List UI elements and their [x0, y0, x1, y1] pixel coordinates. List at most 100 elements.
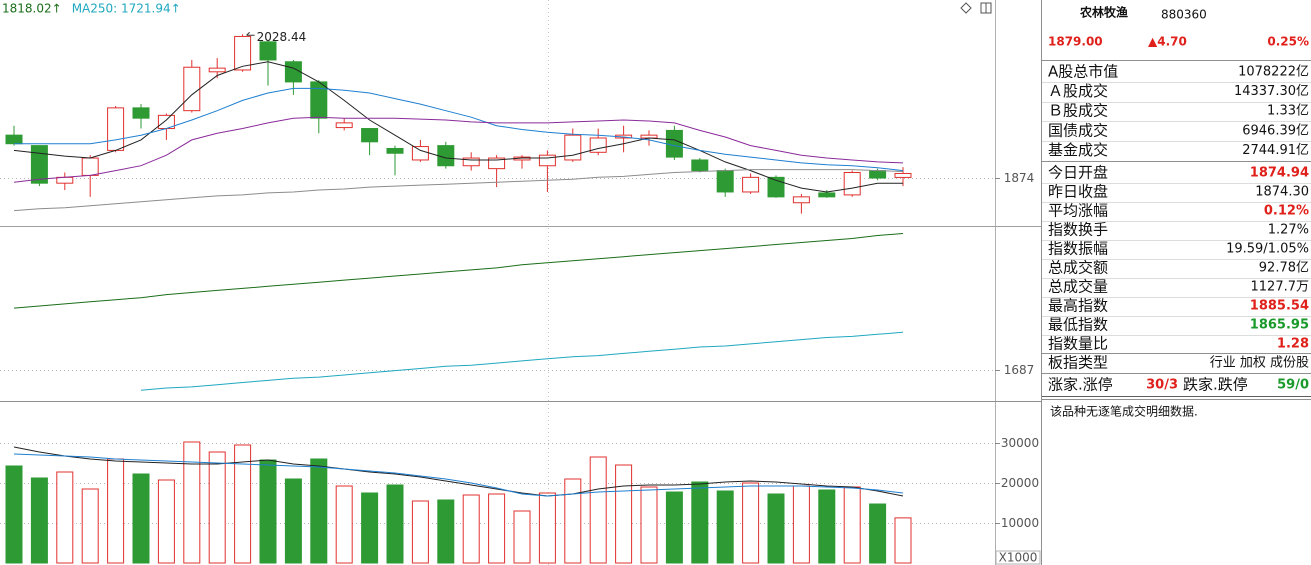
- candle-body: [691, 159, 709, 172]
- ma-line: [13, 116, 904, 183]
- candle-body: [869, 170, 887, 179]
- y-tick-label: 1687: [1004, 363, 1035, 377]
- volume-bar: [183, 441, 201, 564]
- volume-bar: [56, 471, 74, 564]
- ma-line: [13, 453, 904, 497]
- volume-bar: [691, 481, 709, 564]
- candle-body: [81, 157, 99, 176]
- candle-body: [716, 170, 734, 193]
- volume-bar: [259, 459, 277, 564]
- volume-bar: [234, 444, 252, 564]
- row-value: 1885.54: [1250, 299, 1309, 314]
- ma-line: [13, 61, 903, 193]
- candle-body: [361, 128, 379, 143]
- volume-bars: [5, 441, 912, 564]
- volume-bar: [742, 482, 760, 564]
- row-label: 指数量比: [1048, 335, 1108, 353]
- candle-body: [665, 129, 683, 158]
- candle-body: [767, 176, 785, 198]
- candle-body: [462, 157, 480, 167]
- row-label: A股总市值: [1048, 63, 1118, 81]
- row-value: 1078222亿: [1238, 65, 1309, 80]
- row-label: 指数振幅: [1048, 240, 1108, 258]
- breadth-down-value: 59/0: [1277, 378, 1309, 393]
- row-label: 指数换手: [1048, 221, 1108, 239]
- y-tick-label: 10000: [1001, 516, 1039, 530]
- volume-bar: [386, 484, 404, 564]
- row-label: Ａ股成交: [1048, 82, 1108, 100]
- volume-bar: [615, 464, 633, 564]
- ma-line: [13, 169, 904, 212]
- legend-entry: MA250: 1721.94↑: [72, 2, 181, 16]
- volume-bar: [157, 479, 175, 564]
- volume-bar: [894, 517, 912, 564]
- volume-bar: [335, 485, 353, 564]
- volume-bar: [716, 490, 734, 564]
- candle-body: [411, 146, 429, 161]
- volume-bar: [81, 488, 99, 564]
- unit-box: [995, 550, 1041, 565]
- volume-bar: [538, 492, 556, 564]
- volume-bar: [437, 499, 455, 564]
- volume-bar: [843, 486, 861, 564]
- volume-bar: [30, 477, 48, 564]
- breadth-down-label: 跌家.跌停: [1183, 376, 1248, 394]
- row-label: 最高指数: [1048, 297, 1108, 315]
- candle-body: [30, 145, 48, 184]
- row-value: 6946.39亿: [1242, 123, 1309, 138]
- panel-change: ▲4.70: [1148, 35, 1187, 49]
- volume-bar: [411, 500, 429, 564]
- row-value: 1.28: [1277, 337, 1309, 352]
- panel-price: 1879.00: [1048, 35, 1103, 49]
- volume-bar: [564, 478, 582, 564]
- annotation: 2028.44: [257, 30, 307, 44]
- row-value: 1865.95: [1250, 318, 1309, 333]
- volume-bar: [132, 473, 150, 564]
- panel-change-pct: 0.25%: [1267, 35, 1309, 49]
- candle-body: [792, 196, 810, 204]
- candle-body: [234, 35, 252, 71]
- icon-diamond[interactable]: [960, 2, 972, 14]
- candle-body: [589, 137, 607, 153]
- candle-body: [742, 176, 760, 193]
- volume-bar: [818, 489, 836, 564]
- candle-body: [5, 134, 23, 145]
- row-label: 昨日收盘: [1048, 183, 1108, 201]
- candle-body: [208, 67, 226, 73]
- volume-bar: [5, 465, 23, 564]
- candle-body: [259, 41, 277, 61]
- row-value: 1874.30: [1255, 185, 1309, 200]
- row-value: 1.27%: [1268, 223, 1309, 238]
- row-value: 行业 加权 成份股: [1210, 355, 1309, 371]
- unit-label: X1000: [999, 551, 1038, 565]
- volume-bar: [361, 492, 379, 564]
- row-label: 最低指数: [1048, 316, 1108, 334]
- volume-bar: [208, 451, 226, 564]
- panel-name: 农林牧渔: [1079, 5, 1128, 20]
- row-value: 2744.91亿: [1242, 143, 1309, 158]
- row-label: Ｂ股成交: [1048, 102, 1108, 120]
- row-value: 92.78亿: [1259, 261, 1309, 276]
- row-label: 总成交额: [1048, 259, 1108, 277]
- y-tick-label: 30000: [1001, 436, 1039, 450]
- candle-body: [538, 154, 556, 167]
- volume-bar: [310, 458, 328, 564]
- candle-body: [284, 61, 302, 83]
- volume-bar: [462, 494, 480, 564]
- panel-note: 该品种无逐笔成交明细数据.: [1050, 404, 1198, 419]
- candle-body: [132, 107, 150, 119]
- y-tick-label: 1874: [1004, 171, 1035, 185]
- volume-bar: [640, 486, 658, 564]
- annotation-arrow: [246, 31, 255, 36]
- row-value: 1.33亿: [1267, 104, 1309, 119]
- breadth-up-label: 涨家.涨停: [1048, 376, 1113, 394]
- volume-bar: [488, 493, 506, 564]
- row-label: 总成交量: [1048, 278, 1108, 296]
- volume-bar: [284, 478, 302, 564]
- row-label: 国债成交: [1048, 121, 1108, 139]
- candle-body: [183, 66, 201, 112]
- candle-body: [386, 147, 404, 154]
- candle-body: [437, 145, 455, 167]
- row-label: 板指类型: [1048, 354, 1108, 372]
- volume-bar: [513, 510, 531, 564]
